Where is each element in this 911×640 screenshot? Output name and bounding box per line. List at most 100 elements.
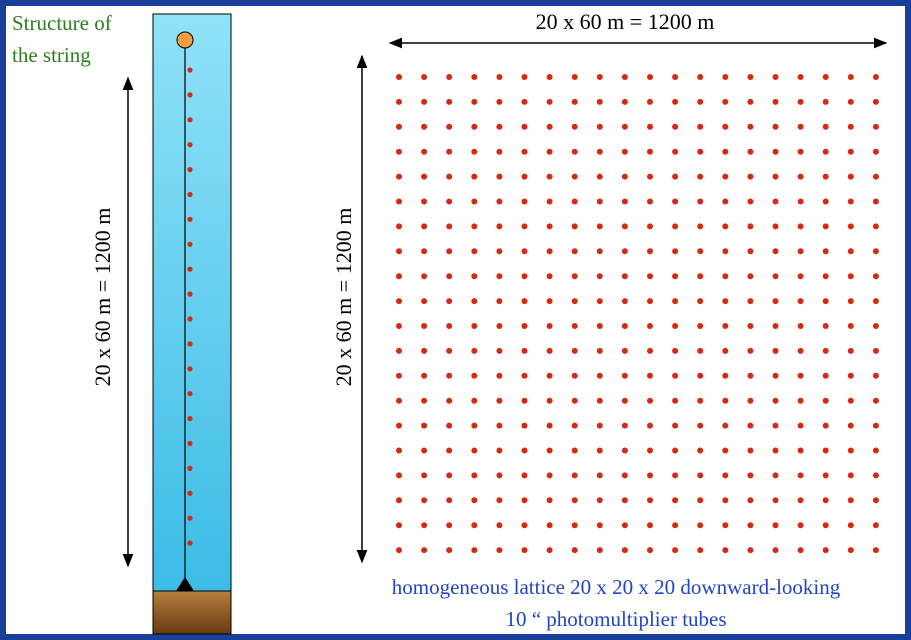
optical-module	[546, 248, 553, 255]
optical-module	[396, 298, 402, 305]
optical-module	[446, 522, 453, 529]
optical-module	[747, 323, 754, 329]
optical-module	[797, 547, 804, 554]
optical-module	[187, 416, 193, 422]
optical-module	[571, 372, 578, 379]
optical-module	[872, 447, 879, 454]
optical-module	[496, 148, 503, 155]
optical-module	[396, 98, 402, 105]
optical-module	[747, 422, 754, 429]
optical-module	[571, 347, 578, 354]
optical-module	[421, 98, 428, 105]
optical-module	[521, 74, 528, 80]
optical-module	[672, 497, 679, 504]
optical-module	[747, 372, 754, 379]
optical-module	[421, 447, 428, 454]
optical-module	[496, 98, 503, 105]
optical-module	[521, 472, 528, 479]
optical-module	[521, 273, 528, 280]
optical-module	[747, 347, 754, 354]
optical-module	[446, 372, 453, 379]
optical-module	[571, 397, 578, 404]
optical-module	[797, 248, 804, 255]
lattice-height-label: 20 x 60 m = 1200 m	[331, 208, 356, 387]
optical-module	[697, 248, 704, 255]
optical-module	[496, 497, 503, 504]
optical-module	[772, 148, 779, 155]
optical-module	[772, 422, 779, 429]
optical-module	[722, 298, 729, 305]
optical-module	[187, 515, 193, 521]
optical-module	[396, 397, 402, 404]
optical-module	[847, 547, 854, 554]
optical-module	[797, 123, 804, 130]
optical-module	[772, 173, 779, 180]
optical-module	[697, 447, 704, 454]
optical-module	[772, 98, 779, 105]
optical-module	[521, 198, 528, 205]
optical-module	[621, 397, 628, 404]
optical-module	[187, 366, 193, 372]
optical-module	[847, 123, 854, 130]
string-height-label: 20 x 60 m = 1200 m	[90, 208, 115, 387]
optical-module	[187, 391, 193, 397]
optical-module	[571, 74, 578, 80]
optical-module	[521, 173, 528, 180]
optical-module	[421, 472, 428, 479]
optical-module	[797, 347, 804, 354]
optical-module	[496, 173, 503, 180]
optical-module	[546, 422, 553, 429]
optical-module	[396, 372, 402, 379]
optical-module	[446, 273, 453, 280]
optical-module	[421, 522, 428, 529]
optical-module	[722, 323, 729, 329]
optical-module	[571, 173, 578, 180]
optical-module	[647, 173, 653, 180]
optical-module	[797, 173, 804, 180]
optical-module	[596, 547, 603, 554]
optical-module	[647, 447, 653, 454]
optical-module	[546, 223, 553, 230]
optical-module	[797, 298, 804, 305]
optical-module	[697, 547, 704, 554]
optical-module	[421, 323, 428, 329]
optical-module	[396, 422, 402, 429]
optical-module	[847, 397, 854, 404]
optical-module	[672, 547, 679, 554]
optical-module	[872, 397, 879, 404]
optical-module	[471, 397, 478, 404]
string-label: Structure of	[12, 11, 112, 35]
optical-module	[596, 298, 603, 305]
optical-module	[421, 422, 428, 429]
optical-module	[822, 123, 829, 130]
optical-module	[872, 273, 879, 280]
optical-module	[822, 173, 829, 180]
optical-module	[446, 323, 453, 329]
optical-module	[722, 148, 729, 155]
optical-module	[571, 323, 578, 329]
optical-module	[571, 223, 578, 230]
optical-module	[672, 522, 679, 529]
optical-module	[847, 372, 854, 379]
optical-module	[697, 472, 704, 479]
optical-module	[596, 447, 603, 454]
optical-module	[621, 372, 628, 379]
optical-module	[697, 273, 704, 280]
optical-module	[822, 223, 829, 230]
optical-module	[546, 372, 553, 379]
optical-module	[872, 347, 879, 354]
optical-module	[697, 422, 704, 429]
optical-module	[596, 497, 603, 504]
optical-module	[647, 223, 653, 230]
optical-module	[421, 173, 428, 180]
optical-module	[596, 372, 603, 379]
optical-module	[797, 372, 804, 379]
optical-module	[697, 372, 704, 379]
caption: homogeneous lattice 20 x 20 x 20 downwar…	[392, 575, 841, 599]
optical-module	[471, 223, 478, 230]
optical-module	[621, 472, 628, 479]
optical-module	[471, 273, 478, 280]
optical-module	[822, 472, 829, 479]
optical-module	[797, 223, 804, 230]
optical-module	[421, 273, 428, 280]
